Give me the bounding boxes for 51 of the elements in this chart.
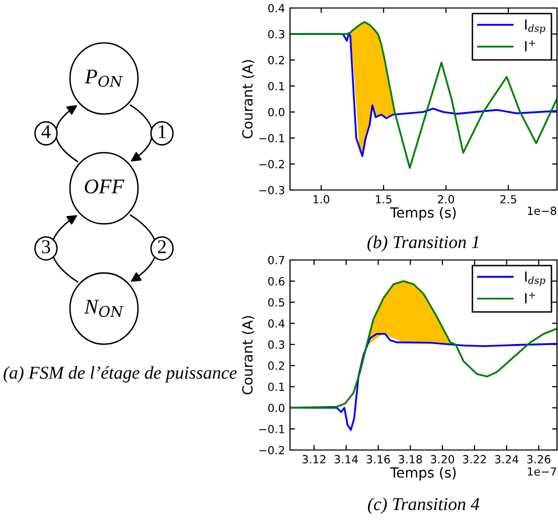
y-tick-label: −0.2 (259, 160, 284, 168)
y-tick-label: 0.7 (268, 256, 284, 264)
text: P$_{ON}$ (84, 70, 123, 87)
x-tick-label: 1.0 (314, 195, 330, 204)
text: 1e−8 (528, 206, 556, 215)
text: N$_{ON}$ (84, 300, 124, 317)
y-axis-title: Courant (A) (242, 60, 254, 138)
y-tick-label: 0.3 (268, 30, 284, 38)
x-tick-label: 3.24 (495, 455, 518, 464)
y-tick-label: 0.5 (268, 298, 284, 307)
text: 4 (42, 125, 51, 138)
x-tick-label: 3.12 (302, 455, 326, 464)
legend-label: I$^{+}$ (525, 292, 536, 304)
y-tick-label: 0.0 (268, 108, 284, 116)
x-tick-label: 2.5 (500, 195, 516, 204)
x-tick-label: 3.22 (463, 455, 486, 464)
y-tick-label: 0.1 (268, 82, 284, 90)
y-tick-label: −0.2 (259, 446, 284, 454)
x-tick-label: 3.18 (398, 455, 422, 464)
legend-label: I$_{dsp}$ (525, 20, 546, 34)
y-tick-label: 0.1 (268, 382, 284, 392)
text: (c) Transition 4 (368, 498, 480, 514)
text: (b) Transition 1 (367, 236, 478, 252)
text: 3 (42, 240, 50, 254)
text: 2 (158, 240, 166, 254)
y-tick-label: 0.4 (268, 319, 285, 328)
x-tick-label: 3.26 (527, 455, 550, 464)
x-tick-label: 3.16 (366, 455, 390, 464)
x-axis-title: Temps (s) (390, 207, 456, 220)
legend-label: I$_{dsp}$ (525, 272, 546, 286)
text: OFF (84, 179, 124, 194)
x-tick-label: 3.20 (430, 455, 454, 464)
x-tick-label: 3.14 (334, 455, 358, 464)
y-tick-label: 0.4 (268, 4, 285, 12)
y-tick-label: −0.1 (259, 424, 284, 434)
text: 1e−7 (528, 467, 556, 476)
y-tick-label: 0.0 (268, 404, 284, 412)
y-tick-label: 0.6 (268, 277, 284, 286)
x-tick-label: 1.5 (376, 195, 392, 204)
text: 1 (158, 125, 166, 138)
y-tick-label: 0.2 (268, 56, 284, 64)
line-series (290, 21, 557, 169)
y-tick-label: −0.1 (259, 134, 284, 142)
y-tick-label: 0.2 (268, 362, 284, 370)
legend-label: I$^{+}$ (525, 40, 536, 52)
text: (a) FSM de l’étage de puissance (4, 366, 237, 382)
y-axis-title: Courant (A) (242, 316, 254, 394)
x-axis-title: Temps (s) (390, 467, 456, 480)
y-tick-label: 0.3 (268, 340, 284, 349)
y-tick-label: −0.3 (259, 186, 284, 194)
x-tick-label: 2.0 (438, 195, 454, 204)
